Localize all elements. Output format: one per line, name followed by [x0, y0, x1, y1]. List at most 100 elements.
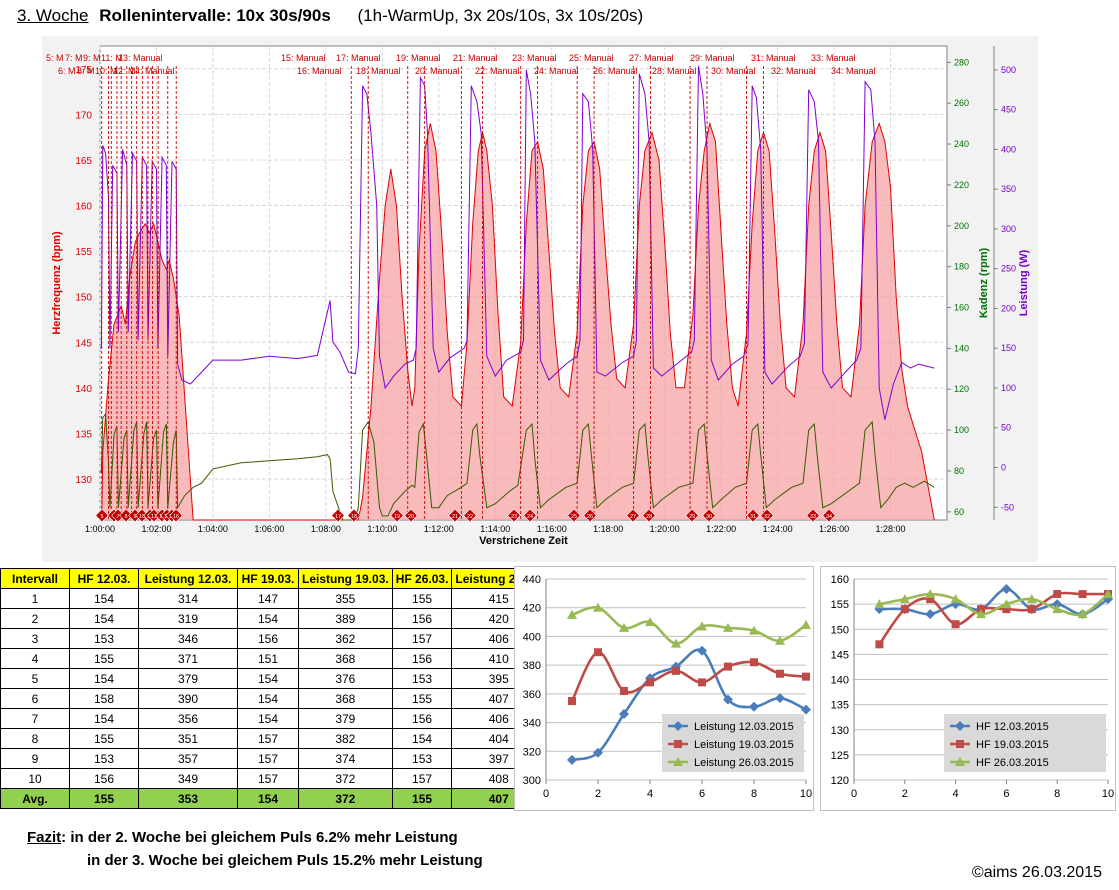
lap-badge: 19	[390, 508, 404, 523]
lap-badge-shape	[806, 508, 820, 523]
data-point	[801, 704, 811, 715]
y-tick-label: 320	[523, 746, 541, 758]
x-tick-label: 8	[751, 788, 757, 800]
legend: HF 12.03.2015 HF 19.03.2015 HF 26.03.2015	[944, 714, 1106, 772]
x-tick-label: 4	[647, 788, 653, 800]
data-point	[1078, 590, 1087, 599]
lap-badge: 29	[685, 508, 699, 523]
lap-label-bottom: 22: Manual	[475, 66, 520, 76]
data-point	[874, 599, 885, 609]
data-point	[619, 622, 629, 632]
table-cell: 155	[391, 688, 453, 709]
legend-label: Leistung 26.03.2015	[694, 757, 794, 769]
power-tick-label: 50	[1001, 423, 1011, 433]
lap-badge-shape	[583, 508, 597, 523]
lap-badge: 21	[448, 508, 462, 523]
table-cell: Avg.	[0, 788, 70, 809]
x-tick-label: 1:02:00	[141, 524, 171, 534]
x-axis-label: Verstrichene Zeit	[479, 535, 568, 547]
lap-label-bottom: 8: M	[77, 66, 95, 76]
table-cell: 155	[69, 728, 139, 749]
table-row: 6 158 390 154 368 155 407	[0, 688, 547, 709]
series-line	[571, 648, 807, 762]
data-point	[1103, 589, 1113, 599]
series-line	[879, 592, 1109, 617]
data-point	[723, 622, 733, 632]
data-point	[925, 609, 936, 620]
lap-badge-shape	[147, 508, 161, 523]
data-point	[1002, 605, 1011, 614]
y-tick-label: 360	[523, 689, 541, 701]
lap-badge-label: 27	[630, 514, 636, 520]
lap-badge: 17	[331, 508, 345, 523]
power-tick-label: -50	[1001, 502, 1014, 512]
lap-label-top: 31: Manual	[751, 53, 796, 63]
table-cell: 153	[391, 748, 453, 769]
data-point	[1052, 599, 1063, 610]
lap-badge-shape	[347, 508, 361, 523]
data-point	[697, 645, 707, 656]
table-cell: 376	[298, 668, 393, 689]
data-point	[950, 594, 961, 604]
data-point	[951, 620, 960, 629]
table-header-cell: HF 12.03.	[69, 568, 139, 589]
lap-badge-shape	[642, 508, 656, 523]
table-cell: 4	[0, 648, 70, 669]
power-tick-label: 300	[1001, 224, 1016, 234]
legend-label: HF 12.03.2015	[976, 721, 1049, 733]
lap-badge-shape	[390, 508, 404, 523]
power-tick-label: 400	[1001, 144, 1016, 154]
lap-badge: 16	[169, 508, 183, 523]
cadence-tick-label: 140	[954, 343, 969, 353]
table-cell: 374	[298, 748, 393, 769]
lap-badge-label: 18	[351, 514, 357, 520]
lap-label-bottom: 12: M	[113, 66, 136, 76]
data-point	[1026, 594, 1037, 604]
table-cell: 319	[138, 608, 238, 629]
lap-badge-label: 10	[139, 514, 145, 520]
data-point	[1103, 594, 1113, 605]
data-point	[698, 678, 706, 687]
lap-label-top: 27: Manual	[629, 53, 674, 63]
page-header: 3. Woche Rollenintervalle: 10x 30s/90s (…	[17, 6, 643, 26]
data-point	[567, 609, 577, 619]
series-line	[878, 591, 1108, 646]
x-tick-label: 1:14:00	[480, 524, 510, 534]
lap-badge-label: 19	[394, 514, 400, 520]
data-point	[955, 757, 965, 766]
lap-badge-label: 24	[527, 514, 533, 520]
table-header-cell: HF 26.03.	[391, 568, 453, 589]
x-tick-label: 1:18:00	[593, 524, 623, 534]
cadence-tick-label: 120	[954, 384, 969, 394]
table-cell: 154	[237, 668, 299, 689]
table-cell: 353	[138, 788, 238, 809]
data-point	[801, 619, 811, 629]
data-point	[619, 708, 629, 719]
data-point	[674, 740, 682, 748]
lap-badge: 27	[626, 508, 640, 523]
data-point	[926, 595, 935, 604]
legend-box	[944, 714, 1106, 772]
series-line-1	[99, 412, 935, 521]
lap-badge: 31	[746, 508, 760, 523]
table-row: 5 154 379 154 376 153 395	[0, 668, 547, 689]
table-cell: 155	[69, 788, 139, 809]
lap-badge-shape	[119, 508, 133, 523]
cadence-tick-label: 160	[954, 303, 969, 313]
x-tick-label: 6	[699, 788, 705, 800]
legend-label: HF 26.03.2015	[976, 757, 1049, 769]
cadence-tick-label: 100	[954, 425, 969, 435]
table-cell: 7	[0, 708, 70, 729]
table-row: 4 155 371 151 368 156 410	[0, 648, 547, 669]
lap-badge: 18	[347, 508, 361, 523]
chart-frame	[514, 566, 814, 811]
lap-badge: 22	[463, 508, 477, 523]
table-row: 9 153 357 157 374 153 397	[0, 748, 547, 769]
lap-badge-label: 31	[750, 514, 756, 520]
legend: Leistung 12.03.2015 Leistung 19.03.2015 Le…	[662, 714, 804, 772]
table-cell: 154	[69, 668, 139, 689]
data-point	[776, 669, 784, 678]
x-tick-label: 1:16:00	[537, 524, 567, 534]
hr-tick-label: 135	[75, 429, 92, 440]
table-cell: 154	[69, 588, 139, 609]
